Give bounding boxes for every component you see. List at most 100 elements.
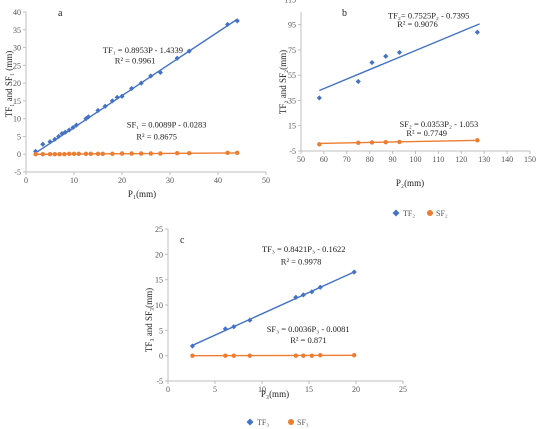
x-tick-label-b: 140 — [501, 155, 513, 164]
y-tick-label-a: 5 — [17, 132, 21, 141]
point-tf-a — [109, 98, 115, 104]
trend-eq-tf1: TF₁ = 0.8953P - 1.4339 — [103, 45, 183, 55]
point-sf-c — [231, 353, 236, 358]
point-sf-a — [76, 151, 82, 157]
legend-marker-sf2 — [427, 210, 433, 216]
point-sf-a — [158, 151, 163, 156]
point-tf-a — [186, 48, 192, 54]
y-axis-label-c: TF₃ and SF₃(mm) — [144, 288, 154, 352]
legend-c: TF₃ SF₃ — [246, 418, 309, 427]
y-tick-label-a: -5 — [14, 168, 21, 177]
point-tf-a — [73, 122, 79, 128]
point-sf-a — [40, 152, 45, 157]
point-tf-a — [40, 141, 46, 147]
x-tick-label-b: 110 — [433, 155, 445, 164]
x-tick-label-b: 50 — [297, 155, 305, 164]
x-tick-label-b: 150 — [524, 155, 536, 164]
x-tick-label-b: 120 — [455, 155, 467, 164]
point-tf-b — [396, 49, 403, 56]
x-axis-label-b: P₂(mm) — [396, 178, 424, 188]
y-tick-label-c: 5 — [159, 326, 163, 335]
point-sf-c — [301, 353, 306, 358]
point-sf-b — [317, 142, 322, 147]
point-sf-a — [71, 151, 77, 157]
trend-eq-sf1: SF₁ = 0.0089P - 0.0283 — [127, 120, 207, 130]
panel-label-a: a — [58, 8, 63, 19]
point-sf-c — [247, 353, 252, 358]
point-sf-c — [293, 353, 299, 358]
legend-label-tf3: TF₃ — [257, 418, 269, 427]
point-sf-b — [369, 140, 375, 145]
y-tick-label-a: 25 — [13, 61, 21, 70]
panel-label-b: b — [342, 8, 347, 19]
legend-label-tf2: TF₂ — [403, 209, 415, 218]
point-sf-a — [67, 151, 72, 157]
legend-marker-sf3 — [288, 419, 294, 425]
x-tick-label-b: 60 — [320, 155, 328, 164]
point-sf-c — [318, 352, 323, 358]
point-tf-c — [189, 343, 196, 349]
point-tf-a — [119, 93, 125, 99]
point-tf-c — [247, 317, 253, 323]
point-tf-b — [383, 53, 389, 59]
y-tick-label-a: 35 — [13, 26, 21, 35]
x-axis-label-a: P₁(mm) — [128, 189, 156, 199]
point-tf-b — [316, 95, 322, 101]
point-tf-a — [56, 133, 62, 140]
point-sf-a — [100, 151, 106, 157]
y-tick-label-b: 35 — [288, 96, 296, 105]
point-sf-a — [148, 151, 153, 156]
trend-eq-sf3: SF₃ = 0.0036P₃ - 0.0081 — [267, 324, 350, 334]
point-sf-a — [129, 151, 134, 156]
x-axis-label-c: P₃(mm) — [261, 389, 289, 399]
y-tick-label-b: 75 — [288, 46, 296, 55]
point-tf-a — [62, 129, 68, 135]
point-sf-a — [175, 150, 180, 156]
legend-marker-tf2 — [392, 209, 400, 217]
point-tf-b — [355, 78, 361, 85]
point-sf-a — [88, 151, 94, 157]
x-tick-label-a: 10 — [70, 176, 78, 185]
point-tf-a — [95, 107, 101, 114]
y-axis-label-b: TF₂ and SF₂(mm) — [278, 50, 288, 114]
y-tick-label-c: -5 — [156, 377, 163, 386]
y-tick-label-a: 15 — [13, 97, 21, 106]
point-sf-c — [190, 353, 195, 358]
point-tf-a — [138, 80, 144, 86]
x-tick-label-a: 40 — [214, 176, 222, 185]
point-tf-a — [129, 85, 135, 92]
x-tick-label-a: 30 — [166, 176, 174, 185]
y-axis-label-a: TF₁ and SF₁ (mm) — [4, 51, 14, 118]
trend-r2-tf1: R² = 0.9961 — [115, 56, 156, 66]
y-tick-label-c: 10 — [155, 301, 163, 310]
point-sf-b — [475, 138, 480, 143]
point-tf-a — [174, 55, 180, 61]
point-sf-c — [309, 353, 315, 358]
point-sf-a — [47, 152, 53, 157]
y-tick-label-c: 0 — [159, 352, 163, 361]
panel-b: b 50 60 70 80 90 100 110 120 130 140 150 -5 15 35 55 75… — [278, 0, 536, 218]
point-tf-c — [231, 324, 237, 330]
point-tf-a — [52, 136, 58, 142]
y-tick-label-b: -5 — [289, 147, 296, 156]
trend-r2-tf2: R² = 0.9076 — [397, 19, 438, 29]
y-tick-label-a: 20 — [13, 79, 21, 88]
x-tick-label-b: 70 — [343, 155, 351, 164]
y-tick-label-b: 55 — [288, 71, 296, 80]
trend-r2-sf2: R² = 0.7749 — [406, 128, 447, 138]
y-tick-label-b: 95 — [288, 21, 296, 30]
point-tf-c — [309, 289, 315, 295]
point-tf-c — [317, 284, 323, 290]
trend-eq-tf2: TF₂= 0.7525P₂ - 0.7395 — [388, 10, 469, 20]
y-tick-label-b: 15 — [288, 122, 296, 131]
y-tick-label-b: 115 — [284, 0, 296, 4]
y-tick-label-a: 0 — [17, 150, 21, 159]
trendline-tf-c — [191, 270, 357, 347]
point-tf-a — [66, 127, 72, 133]
point-sf-a — [187, 150, 192, 156]
point-tf-a — [157, 69, 163, 76]
point-sf-c — [351, 352, 357, 358]
trend-r2-sf3: R² = 0.871 — [290, 335, 326, 345]
point-tf-c — [351, 269, 357, 275]
